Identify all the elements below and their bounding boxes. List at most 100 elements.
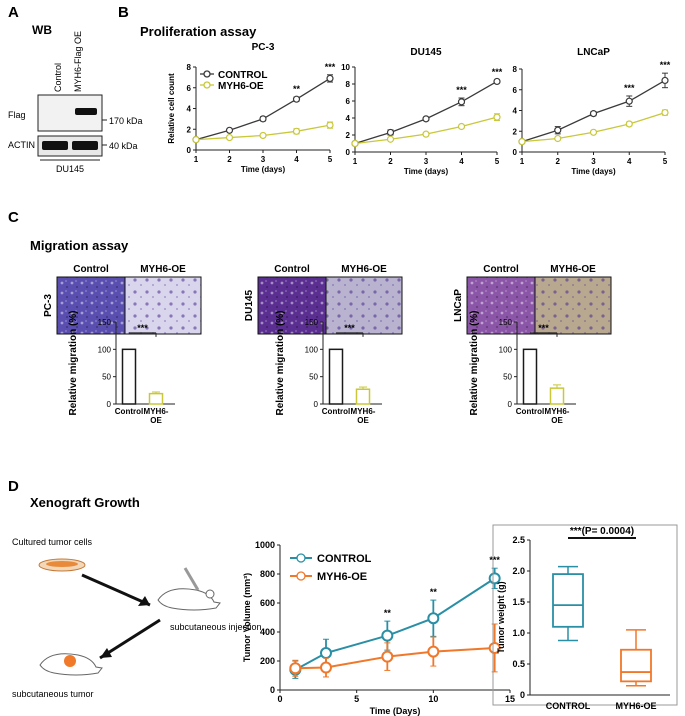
chart-mig-du145: 0 50 100 150 Relative migration (%) Control MY… [275, 310, 382, 425]
box [552, 573, 584, 628]
y-tick-label: 1000 [255, 540, 275, 550]
y-tick-label: 2.5 [512, 535, 525, 545]
y-tick-label: 1.5 [512, 597, 525, 607]
arrow-to-tumor-icon [99, 618, 161, 660]
migration-texture-oe [326, 277, 402, 334]
x-tick-label: 1 [520, 157, 525, 166]
x-tick-label: 10 [428, 694, 438, 704]
data-point [589, 110, 598, 118]
data-point [661, 76, 669, 85]
x-tick-label: 5 [354, 694, 359, 704]
significance-label: *** [137, 323, 148, 333]
y-tick-label: 4 [187, 105, 192, 114]
wb-title: WB [32, 23, 52, 37]
column-label-oe: MYH6-OE [550, 264, 596, 275]
bar [522, 348, 538, 405]
wb-flag-band [75, 108, 97, 115]
x-tick-label: 3 [591, 157, 596, 166]
bar [549, 387, 565, 405]
y-tick-label: 200 [260, 656, 275, 666]
y-tick-label: 100 [98, 345, 112, 354]
significance-label: ** [430, 587, 438, 597]
y-tick-label: 1.0 [512, 628, 525, 638]
y-tick-label: 6 [346, 97, 351, 106]
data-point [225, 133, 234, 142]
migration-cell-line-label: PC-3 [43, 294, 54, 317]
significance-label: *** [325, 62, 336, 72]
significance-label: *** [492, 67, 503, 77]
y-tick-label: 150 [499, 318, 513, 327]
y-tick-label: 4 [513, 107, 518, 116]
significance-label: *** [456, 85, 467, 95]
data-point [192, 136, 200, 144]
syringe-icon [183, 567, 200, 591]
arrowhead-2-icon [100, 648, 112, 658]
data-point [625, 120, 633, 128]
chart-title: DU145 [410, 47, 442, 58]
legend-marker [203, 70, 211, 78]
panel-label-a: A [8, 4, 19, 21]
data-point [625, 97, 633, 105]
wb-marker-170: 170 kDa [109, 116, 143, 126]
migration-image-frame [56, 276, 202, 335]
y-tick-label: 0 [107, 400, 112, 409]
panel-label-d: D [8, 478, 19, 495]
data-point [259, 131, 267, 140]
wb-row-label-flag: Flag [8, 110, 26, 120]
migration-texture-control [57, 277, 125, 334]
y-axis-label: Relative migration (%) [469, 310, 480, 415]
data-point [589, 128, 598, 136]
bar [328, 348, 344, 405]
chart-title: PC-3 [252, 42, 275, 53]
x-tick-label: 1 [194, 155, 199, 164]
chart-tumor-weight: 0 0.5 1.0 1.5 2.0 2.5 Tumor weight (g) CONTROL M… [496, 526, 670, 711]
migration-image-frame [466, 276, 612, 335]
significance-label: *** [624, 83, 635, 93]
arrow-to-injection-icon [81, 573, 151, 607]
significance-label: *** [538, 323, 549, 333]
panel-label-b: B [118, 4, 129, 21]
x-tick-label: OE [357, 416, 369, 425]
wb-actin-band-oe [72, 141, 98, 150]
x-axis-label: Time (days) [404, 167, 449, 176]
data-point [386, 128, 395, 137]
data-point [320, 647, 332, 660]
migration-title: Migration assay [30, 238, 129, 253]
y-tick-label: 6 [513, 86, 518, 95]
y-tick-label: 800 [260, 569, 275, 579]
cultured-cells-label: Cultured tumor cells [12, 537, 93, 547]
bar [121, 348, 137, 405]
chart-prolif-lncap: LNCaP 1 2 3 4 5 0 2 4 6 8 Time (days) *** *** [513, 47, 671, 176]
y-tick-label: 0 [270, 685, 275, 695]
data-point [386, 135, 395, 143]
tumor-weight-frame [492, 524, 678, 706]
chart-prolif-du145: DU145 1 2 3 4 5 0 2 4 6 8 10 Time (days) *** *** [341, 47, 503, 176]
legend-label: MYH6-OE [218, 81, 264, 92]
y-tick-label: 400 [260, 627, 275, 637]
tumor-icon [64, 655, 76, 667]
data-point [488, 572, 501, 585]
y-tick-label: 600 [260, 598, 275, 608]
x-tick-label: 5 [663, 157, 668, 166]
migration-texture-oe [125, 277, 201, 334]
data-point [493, 77, 501, 86]
x-tick-label: 5 [328, 155, 333, 164]
western-blot: WB Control MYH6-Flag OE Flag ACTIN 170 k… [8, 23, 143, 174]
x-tick-label: CONTROL [546, 701, 591, 711]
x-tick-label: MYH6- [144, 407, 169, 416]
mouse-ear-icon [205, 589, 215, 599]
y-tick-label: 150 [305, 318, 319, 327]
column-label-control: Control [274, 264, 310, 275]
x-tick-label: MYH6-OE [615, 701, 656, 711]
chart-tumor-volume: 0 5 10 15 0 200 400 600 800 1000 Time (Days) Tumor … [242, 540, 515, 716]
x-tick-label: MYH6- [351, 407, 376, 416]
tumor-label: subcutaneous tumor [12, 689, 94, 699]
y-tick-label: 0 [187, 146, 192, 155]
y-tick-label: 50 [503, 373, 512, 382]
y-tick-label: 2 [513, 127, 518, 136]
y-tick-label: 0 [314, 400, 319, 409]
bar [355, 388, 371, 405]
chart-title: LNCaP [577, 47, 610, 58]
data-point [326, 74, 334, 83]
x-tick-label: 2 [556, 157, 561, 166]
